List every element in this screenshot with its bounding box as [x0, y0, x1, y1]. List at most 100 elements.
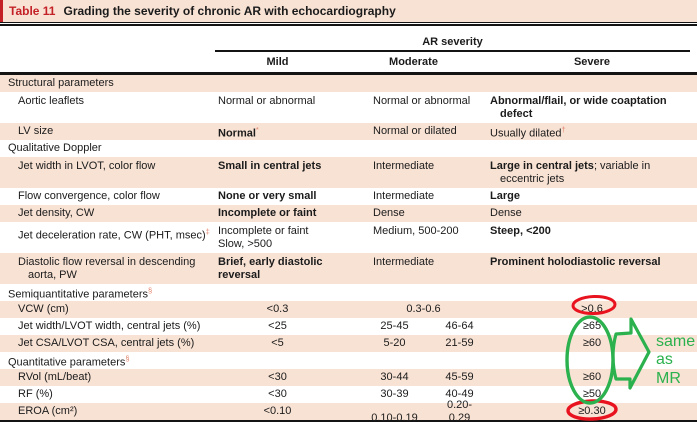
- cell-moderate-high: 46-64: [445, 320, 474, 332]
- table-number: Table 11: [9, 4, 56, 18]
- cell-severe: Usually dilated†: [487, 123, 697, 141]
- cell-mild: Incomplete or faint Slow, >500: [218, 225, 309, 250]
- cell-moderate: Intermediate: [373, 190, 435, 202]
- cell-mild: Normal or abnormal: [218, 95, 316, 107]
- section-label-text: Qualitative Doppler: [8, 142, 102, 154]
- footnote-marker: §: [148, 285, 153, 295]
- column-header-moderate: Moderate: [389, 56, 438, 68]
- cell-moderate: 0.10-0.19 0.20-0.29: [340, 399, 487, 422]
- cell-severe: Steep, <200: [490, 225, 551, 237]
- table-row-jet-width-lvot: Jet width in LVOT, color flow Small in c…: [0, 157, 697, 188]
- cell-moderate-high: 45-59: [445, 371, 474, 383]
- row-label: Aortic leaflets: [18, 95, 85, 107]
- row-label: Diastolic flow reversal in descending ao…: [18, 256, 196, 281]
- divider-gap: [0, 23, 697, 24]
- table-title-band: Table 11 Grading the severity of chronic…: [0, 0, 697, 22]
- cell-moderate: 0.3-0.6: [406, 303, 441, 315]
- cell-severe: ≥65: [582, 320, 602, 332]
- divider: [0, 24, 697, 26]
- cell-severe: Large in central jets; variable in eccen…: [487, 160, 697, 186]
- cell-moderate: Normal or abnormal: [373, 95, 471, 107]
- table-row-jet-deceleration-rate: Jet deceleration rate, CW (PHT, msec)‡ I…: [0, 222, 697, 253]
- divider: [0, 22, 697, 23]
- row-label: VCW (cm): [18, 303, 69, 315]
- section-label: Quantitative parameters§: [0, 352, 697, 370]
- cell-mild: <0.3: [266, 303, 289, 315]
- cell-moderate: Medium, 500-200: [373, 225, 459, 237]
- cell-severe: Dense: [490, 207, 522, 219]
- table-row-vcw: VCW (cm) <0.3 0.3-0.6 >0.6: [0, 301, 697, 318]
- cell-moderate: 30-44 45-59: [340, 371, 487, 384]
- cell-moderate: 25-45 46-64: [340, 320, 487, 333]
- cell-moderate-low: 30-39: [380, 388, 409, 400]
- table-row-eroa: EROA (cm²) <0.10 0.10-0.19 0.20-0.29 ≥0.3…: [0, 399, 697, 422]
- table-row-jet-csa-ratio: Jet CSA/LVOT CSA, central jets (%) <5 5-…: [0, 335, 697, 352]
- section-label: Qualitative Doppler: [0, 142, 697, 155]
- row-label: Jet CSA/LVOT CSA, central jets (%): [18, 337, 195, 349]
- row-label: RVol (mL/beat): [18, 371, 92, 383]
- cell-mild: Small in central jets: [218, 160, 322, 172]
- cell-moderate: Intermediate: [373, 256, 435, 268]
- table-row-lv-size: LV size Normal* Normal or dilated Usuall…: [0, 123, 697, 140]
- section-row-structural-parameters: Structural parameters: [0, 75, 697, 92]
- cell-moderate-low: 30-44: [380, 371, 409, 383]
- footnote-marker: *: [255, 124, 259, 134]
- table-row-jet-width-ratio: Jet width/LVOT width, central jets (%) <…: [0, 318, 697, 335]
- row-label: RF (%): [18, 388, 53, 400]
- cell-text: Usually dilated: [490, 127, 562, 140]
- row-label: Jet deceleration rate, CW (PHT, msec)‡: [0, 225, 215, 243]
- table-row-jet-density: Jet density, CW Incomplete or faint Dens…: [0, 205, 697, 222]
- cell-severe: ≥60: [582, 371, 602, 383]
- table-row-flow-convergence: Flow convergence, color flow None or ver…: [0, 188, 697, 205]
- section-row-qualitative-doppler: Qualitative Doppler: [0, 140, 697, 157]
- cell-text: Normal: [218, 127, 256, 140]
- cell-moderate-high: 21-59: [445, 337, 474, 349]
- cell-moderate-low: 0.10-0.19: [371, 411, 418, 422]
- cell-moderate: Dense: [373, 207, 405, 219]
- row-label: Flow convergence, color flow: [18, 190, 160, 202]
- cell-moderate: Intermediate: [373, 160, 435, 172]
- column-header-severe: Severe: [573, 56, 611, 68]
- column-header-mild: Mild: [266, 56, 289, 68]
- cell-severe: ≥50: [582, 388, 602, 400]
- footnote-marker: †: [561, 124, 566, 134]
- row-label: Jet density, CW: [18, 207, 95, 219]
- column-group-header: AR severity: [215, 34, 690, 52]
- cell-mild: <25: [268, 320, 287, 332]
- footnote-marker: §: [125, 353, 130, 363]
- table-row-aortic-leaflets: Aortic leaflets Normal or abnormal Norma…: [0, 92, 697, 123]
- section-label-text: Quantitative parameters: [8, 356, 126, 369]
- spacer: [0, 26, 697, 34]
- row-label: Jet width in LVOT, color flow: [18, 160, 156, 172]
- cell-moderate: Normal or dilated: [373, 125, 457, 137]
- cell-moderate-low: 5-20: [383, 337, 406, 349]
- cell-text-bold: Large in central jets: [490, 160, 594, 172]
- row-label: LV size: [18, 125, 54, 137]
- cell-moderate: 30-39 40-49: [340, 388, 487, 401]
- cell-severe: >0.6: [581, 303, 603, 315]
- section-label-text: Structural parameters: [8, 77, 114, 89]
- cell-mild: Normal*: [215, 123, 340, 141]
- row-label: EROA (cm²): [18, 405, 78, 417]
- table-row-rvol: RVol (mL/beat) <30 30-44 45-59 ≥60: [0, 369, 697, 386]
- cell-text: ; variable in eccentric jets: [500, 160, 651, 185]
- row-label-text: Jet deceleration rate, CW (PHT, msec): [18, 229, 206, 242]
- cell-mild: Incomplete or faint: [218, 207, 317, 219]
- header-rule: [0, 72, 697, 75]
- cell-severe: Prominent holodiastolic reversal: [490, 256, 661, 268]
- cell-moderate: 5-20 21-59: [340, 337, 487, 350]
- bottom-rule: [0, 420, 697, 422]
- cell-moderate-high: 0.20-0.29: [446, 398, 473, 422]
- footnote-marker: ‡: [205, 227, 210, 236]
- cell-mild: <30: [268, 388, 287, 400]
- cell-moderate-high: 40-49: [445, 388, 474, 400]
- cell-severe: ≥60: [582, 337, 602, 349]
- column-header-row: Mild Moderate Severe: [0, 52, 697, 72]
- table-title: Grading the severity of chronic AR with …: [63, 4, 396, 18]
- cell-moderate-low: 25-45: [380, 320, 409, 332]
- cell-mild: <0.10: [263, 405, 292, 417]
- cell-mild: <30: [268, 371, 287, 383]
- cell-mild: None or very small: [218, 190, 317, 202]
- section-row-semiquantitative: Semiquantitative parameters§: [0, 284, 697, 301]
